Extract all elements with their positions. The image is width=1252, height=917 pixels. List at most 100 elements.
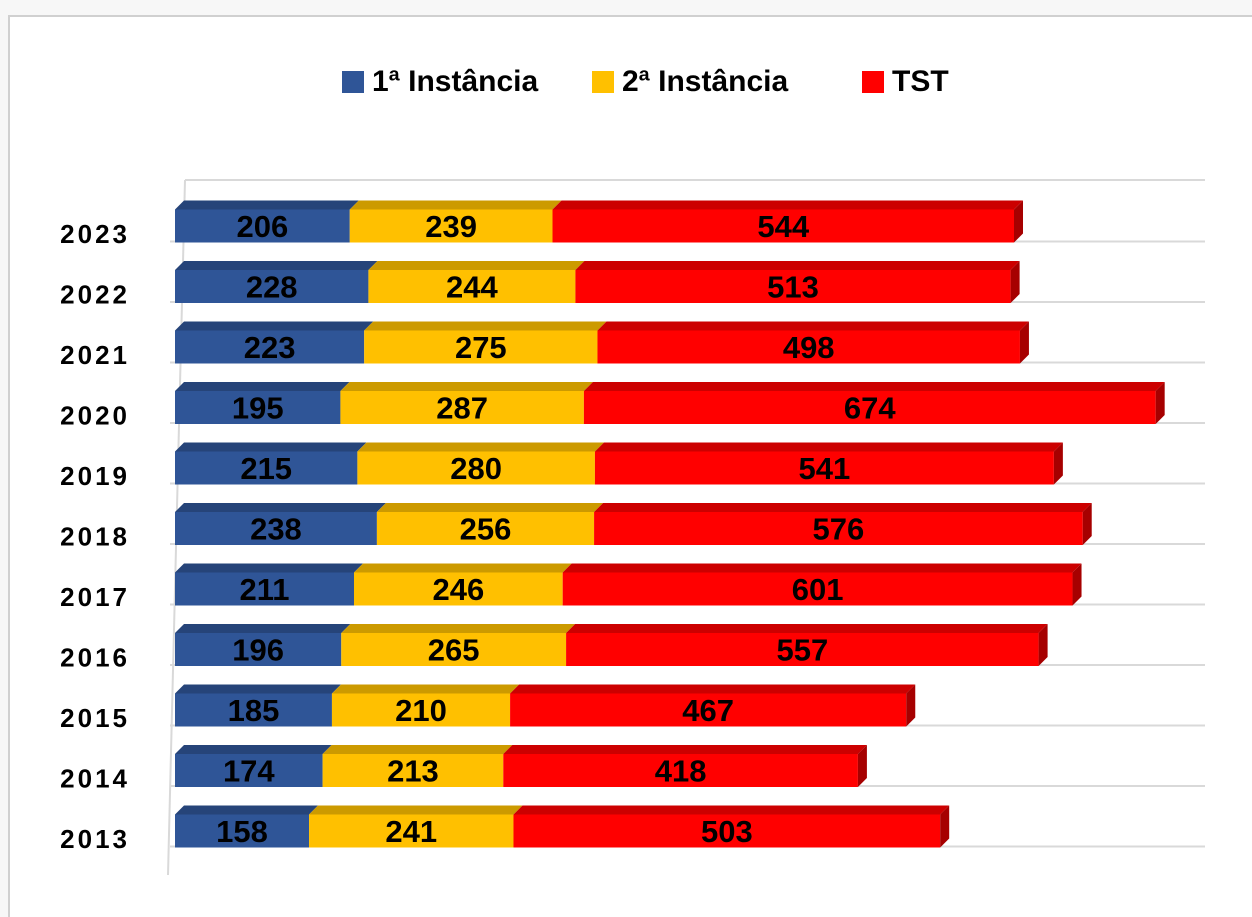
bar-top [175,624,351,633]
value-label: 223 [244,330,296,365]
bar-top [597,321,1029,331]
bar [175,330,365,364]
bar-side [1053,442,1063,485]
value-label: 210 [395,693,447,728]
bar [175,451,358,485]
bar [368,270,576,303]
bar-top [175,261,378,270]
value-label: 174 [223,754,275,789]
y-tick-label: 2017 [60,582,130,612]
bar-side [940,805,950,848]
value-label: 195 [232,391,284,426]
value-label: 213 [387,754,439,789]
bar [594,512,1083,545]
value-label: 244 [446,270,498,305]
value-label: 287 [436,391,488,426]
bar [510,693,907,727]
bar-top [340,382,593,391]
value-label: 185 [228,693,280,728]
bar-side [1155,382,1165,424]
bar [175,693,332,727]
bar [552,209,1015,243]
value-label: 238 [250,512,302,547]
value-label: 503 [701,814,753,849]
bar-top [510,684,916,694]
y-tick-label: 2016 [60,642,130,672]
bar [175,633,342,666]
value-label: 196 [232,633,284,668]
bar [583,391,1156,424]
value-label: 215 [240,451,292,486]
value-label: 674 [844,391,896,426]
bar [376,512,595,545]
y-tick-label: 2020 [60,400,130,430]
bar-top [175,684,341,694]
value-label: 228 [246,270,298,305]
bar-top [562,563,1082,573]
value-label: 158 [216,814,268,849]
bar [503,754,858,787]
bar-top [309,805,523,815]
bar-top [376,503,604,512]
bar-side [857,745,867,787]
bar [566,633,1039,666]
bar [341,633,567,666]
bar-top [594,442,1063,452]
bar-top [552,200,1024,210]
value-label: 544 [757,209,809,244]
bar-top [368,261,585,270]
bar-top [175,321,374,331]
bar [594,451,1054,485]
legend-swatch [342,71,364,93]
y-tick-label: 2018 [60,521,130,551]
y-tick-label: 2022 [60,279,130,309]
bar-top [594,503,1092,512]
value-label: 275 [455,330,507,365]
bar-side [1072,563,1082,606]
bar-top [175,442,367,452]
value-label: 280 [450,451,502,486]
bar-top [175,563,363,573]
bar [353,572,563,606]
value-label: 557 [776,633,828,668]
bar [175,754,323,787]
bar-side [1010,261,1020,303]
value-label: 265 [428,633,480,668]
value-label: 513 [767,270,819,305]
bar [562,572,1073,606]
bar-top [353,563,572,573]
bar [175,209,350,243]
value-label: 498 [783,330,835,365]
y-tick-label: 2019 [60,461,130,491]
bar-side [1038,624,1048,666]
bar-top [175,805,319,815]
bar-top [566,624,1048,633]
y-tick-label: 2021 [60,340,130,370]
legend-label: 1ª Instância [372,65,538,98]
legend-label: TST [892,65,949,98]
y-tick-label: 2013 [60,824,130,854]
bar-top [175,200,359,210]
value-label: 241 [385,814,437,849]
bar [513,814,941,848]
bar-top [513,805,950,815]
value-label: 246 [432,572,484,607]
legend-swatch [592,71,614,93]
bar-top [357,442,604,452]
bar [331,693,511,727]
bar [175,270,369,303]
bar [309,814,514,848]
y-tick-label: 2023 [60,219,130,249]
bar-top [349,200,562,210]
bar-side [1014,200,1024,243]
bar [597,330,1020,364]
value-label: 541 [799,451,851,486]
bar-top [575,261,1020,270]
bar [175,512,377,545]
bar-top [322,745,513,754]
bar [322,754,504,787]
legend-swatch [862,71,884,93]
bar-top [175,745,332,754]
bar-top [364,321,607,331]
